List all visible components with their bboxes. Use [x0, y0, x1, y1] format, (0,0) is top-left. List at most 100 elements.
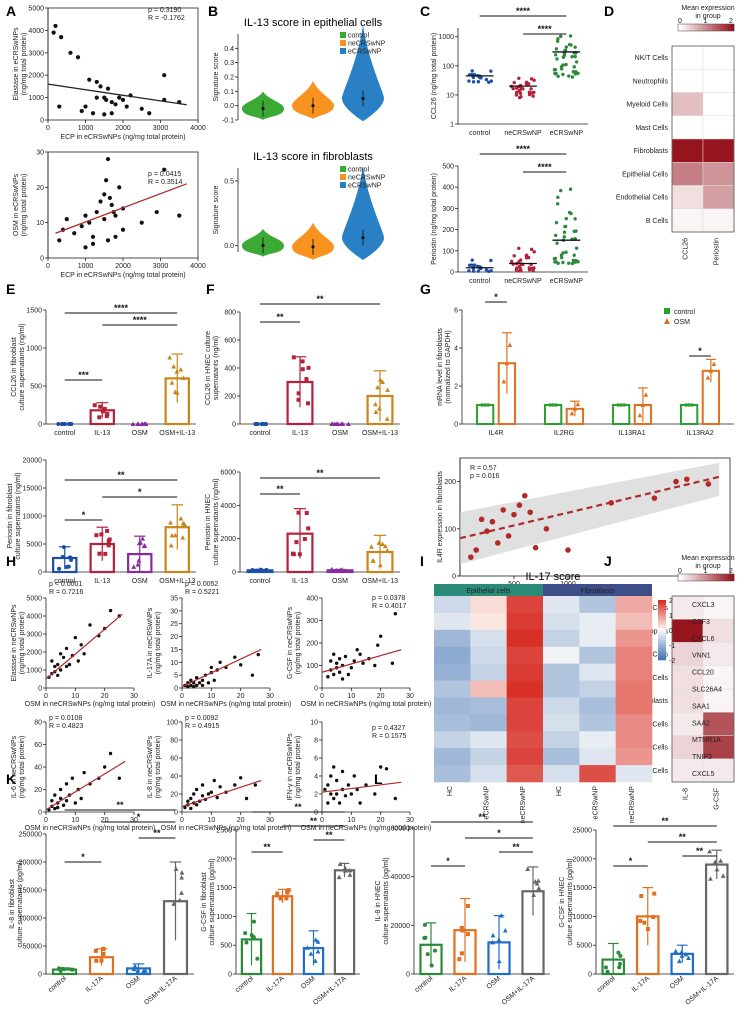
- data-point: [59, 35, 64, 40]
- data-point: [515, 86, 519, 90]
- data-point: [422, 922, 427, 927]
- data-point: [569, 410, 575, 416]
- data-point: [284, 896, 289, 901]
- data-point: [72, 231, 77, 236]
- heatmap-cell: [434, 748, 471, 766]
- data-point: [99, 532, 104, 537]
- data-point: [679, 953, 685, 958]
- data-point: [75, 55, 81, 60]
- heatmap-cell: [615, 680, 653, 698]
- data-point: [313, 937, 319, 942]
- chart-H5-y-tick-label: 0: [174, 810, 178, 817]
- chart-G2-y-tick-label: 100: [444, 526, 456, 533]
- chart-A1-y-tick-label: 4000: [28, 28, 44, 35]
- data-point: [690, 403, 694, 407]
- legend-gradient-step: [717, 24, 721, 31]
- heatmap-cell: [470, 596, 507, 614]
- data-point: [361, 661, 365, 665]
- data-point: [332, 672, 336, 677]
- legend-gradient-step: [706, 574, 710, 581]
- row-label: B Cells: [646, 768, 669, 775]
- regression-line: [181, 648, 262, 688]
- legend-gradient-step: [678, 574, 682, 581]
- chart-A2-ylabel-line: OSM in eCRSwNPs: [13, 173, 20, 236]
- col-label: HC: [447, 786, 454, 796]
- x-tick-label: control: [234, 975, 255, 994]
- data-point: [376, 643, 380, 647]
- data-point: [509, 259, 514, 264]
- row-label: CXCL6: [692, 636, 715, 643]
- data-point: [337, 670, 342, 674]
- x-tick-label: 2000: [115, 125, 131, 132]
- x-axis-label: OSM in neCRSwNPs (ng/mg total protein): [161, 701, 292, 708]
- chart-H6-y-tick-label: 2: [314, 792, 318, 799]
- col-label: CCL26: [683, 238, 690, 260]
- data-point: [58, 796, 63, 801]
- data-point: [326, 675, 330, 679]
- stat-text-1: p = 0.0092: [185, 715, 218, 722]
- data-point: [490, 939, 496, 945]
- data-point: [552, 68, 557, 72]
- x-tick-label: OSM+IL-13: [362, 578, 398, 585]
- chart-H3-y-tick-label: 400: [306, 596, 318, 603]
- data-point: [76, 659, 80, 663]
- data-point: [384, 767, 389, 771]
- col-label: eCRSwNP: [484, 786, 491, 820]
- chart-A1: 0 1000 2000 3000 4000 5000 0 1000 2000 3000 4000 p …: [13, 6, 206, 142]
- data-point: [200, 683, 205, 688]
- legend-swatch: [664, 318, 670, 324]
- panel-label-I: I: [420, 553, 424, 569]
- sig-label: **: [478, 812, 486, 822]
- data-point: [489, 269, 493, 273]
- data-point: [502, 928, 508, 933]
- data-point: [177, 897, 183, 903]
- data-point: [490, 932, 496, 938]
- chart-L1-y-tick-label: 0: [406, 972, 410, 979]
- data-point: [377, 377, 383, 382]
- panel-label-A: A: [6, 3, 16, 19]
- data-point: [255, 956, 260, 961]
- data-point: [512, 80, 516, 85]
- data-point: [308, 951, 314, 956]
- legend-gradient-step: [658, 600, 666, 603]
- data-point: [258, 567, 263, 572]
- data-point: [212, 678, 216, 682]
- data-point: [651, 495, 658, 501]
- y-tick-label: 100: [442, 63, 454, 70]
- legend-gradient-step: [658, 610, 666, 613]
- data-point: [343, 794, 348, 798]
- legend-frame: [677, 23, 735, 32]
- legend-gradient-step: [686, 24, 690, 31]
- data-point: [489, 69, 493, 73]
- heatmap-cell: [470, 714, 507, 732]
- data-point: [554, 47, 559, 51]
- chart-G2-y-tick-label: 0: [452, 574, 456, 581]
- data-point: [347, 867, 353, 873]
- regression-line: [459, 475, 720, 540]
- x-axis-label: OSM in neCRSwNPs (ng/mg total protein): [301, 825, 432, 832]
- data-point: [189, 806, 193, 811]
- data-point: [233, 783, 237, 787]
- data-point: [67, 662, 72, 667]
- violin-median: [361, 96, 365, 101]
- legend-tick: 1: [704, 18, 708, 25]
- data-point: [575, 401, 581, 407]
- data-point: [517, 76, 521, 81]
- chart-K1-ylabel: IL-8 in fibroblastculture supernatants (…: [9, 860, 24, 947]
- chart-H4-ylabel: IL-6 in neCRSwNPs(ng/mg total protein): [11, 735, 26, 798]
- chart-F1-y-tick-label: 200: [224, 394, 236, 401]
- heatmap-cell: [543, 748, 580, 766]
- data-point: [106, 543, 111, 548]
- heatmap-cell: [434, 596, 471, 614]
- chart-H2-y-tick-label: 30: [170, 608, 178, 615]
- legend-gradient-step: [694, 24, 698, 31]
- data-point: [342, 868, 348, 873]
- y-tick-label: 0.4: [224, 46, 234, 53]
- data-point: [532, 266, 536, 270]
- violin-median: [261, 106, 265, 111]
- data-point: [532, 879, 538, 884]
- data-point: [329, 567, 335, 572]
- data-point: [505, 533, 512, 539]
- chart-F2-ylabel-line: culture supernatants (ng/ml): [213, 478, 220, 565]
